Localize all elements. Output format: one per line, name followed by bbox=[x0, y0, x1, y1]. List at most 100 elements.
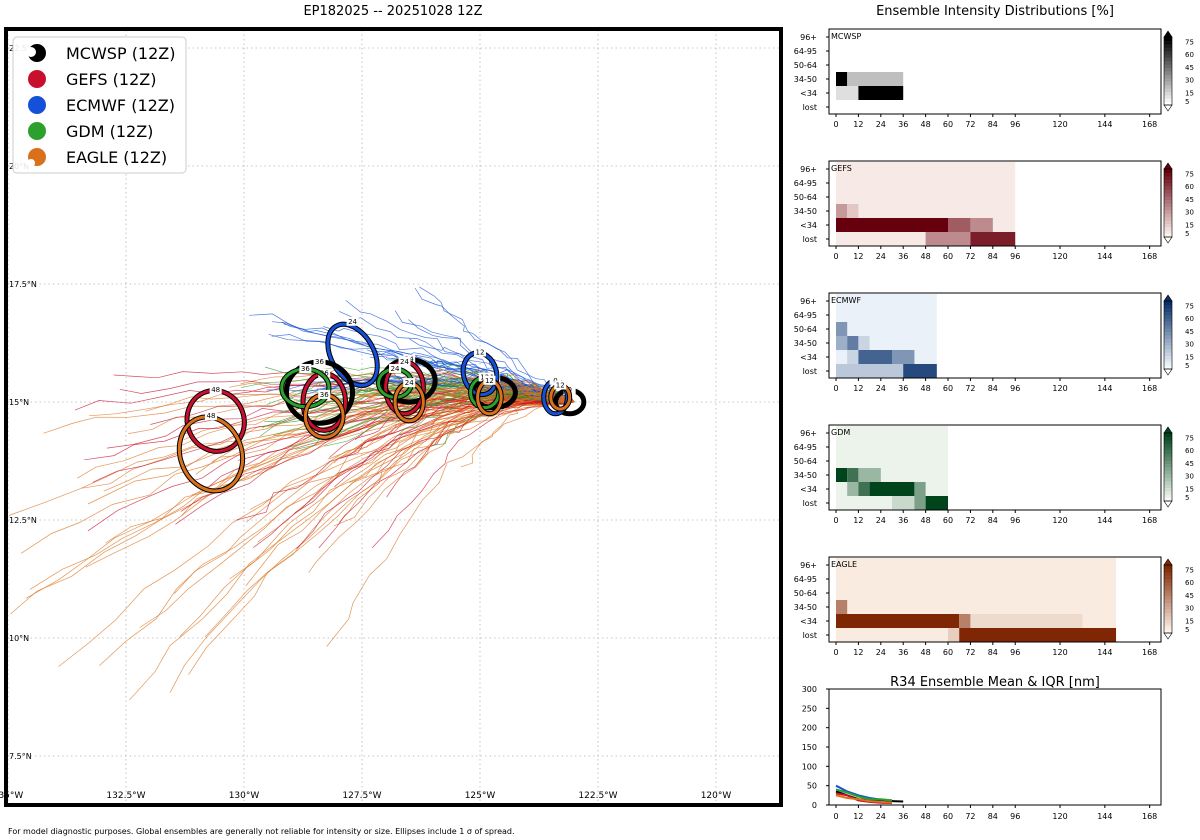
panel-frame bbox=[828, 424, 1162, 511]
colorbar-step bbox=[1164, 575, 1172, 580]
ensemble-track bbox=[414, 287, 575, 403]
panel-y-tick-label: 50-64 bbox=[794, 325, 817, 334]
colorbar-step bbox=[1164, 467, 1172, 471]
legend-item-ecmwf: ECMWF (12Z) bbox=[28, 96, 175, 115]
panel-y-tick-label: <34 bbox=[800, 221, 817, 230]
r34-series-eagle bbox=[835, 794, 893, 804]
map-lon-tick-label: 122.5°W bbox=[578, 791, 617, 801]
map-longitude-ticks: 135°W 132.5°W 130°W 127.5°W 125°W 122.5°W 120°… bbox=[0, 791, 731, 801]
panel-y-tick-label: <34 bbox=[800, 485, 817, 494]
colorbar-step bbox=[1164, 101, 1172, 106]
panel-x-tick-label: 96 bbox=[1010, 516, 1020, 525]
panel-x-tick-label: 120 bbox=[1052, 648, 1067, 657]
heatmap-cell bbox=[836, 600, 848, 614]
panel-x-tick-label: 24 bbox=[876, 648, 886, 657]
colorbar-max-arrow bbox=[1163, 558, 1173, 566]
panel-frame bbox=[828, 292, 1162, 379]
colorbar-step bbox=[1164, 490, 1172, 495]
colorbar-tick-label: 15 bbox=[1185, 353, 1194, 361]
colorbar-tick-label: 5 bbox=[1185, 230, 1189, 238]
panel-x-tick-label: 72 bbox=[965, 384, 975, 393]
ensemble-track bbox=[333, 396, 575, 464]
heatmap-cell bbox=[836, 86, 859, 100]
panel-x-tick-label: 84 bbox=[988, 120, 998, 129]
ensemble-track bbox=[294, 396, 575, 514]
ellipse-label-bg bbox=[209, 385, 222, 395]
colorbar-step bbox=[1164, 230, 1172, 235]
legend-marker-ecmwf bbox=[28, 96, 46, 114]
colorbar-frame bbox=[1163, 432, 1173, 502]
ellipse-label: 24 bbox=[405, 379, 414, 387]
colorbar-step bbox=[1164, 74, 1172, 79]
colorbar-step bbox=[1164, 592, 1172, 597]
panel-y-tick-label: 34-50 bbox=[794, 603, 817, 612]
panel-y-tick-label: 64-95 bbox=[794, 47, 817, 56]
panel-x-tick-label: 0 bbox=[833, 648, 838, 657]
colorbar-step bbox=[1164, 619, 1172, 624]
colorbar-frame bbox=[1163, 300, 1173, 370]
colorbar-step bbox=[1164, 226, 1172, 231]
colorbar-step bbox=[1164, 460, 1172, 465]
colorbar-step bbox=[1164, 182, 1172, 187]
panel-mcwsp: MCWSP 96+ 64-95 50-64 34-50 <34 lost 0 12 24 36 48 6… bbox=[794, 28, 1194, 129]
panel-x-tick-label: 36 bbox=[898, 120, 908, 129]
heatmap-cell bbox=[914, 496, 926, 510]
panel-y-tick-label: <34 bbox=[800, 353, 817, 362]
heatmap-cell bbox=[847, 482, 859, 496]
panel-y-tick-label: <34 bbox=[800, 617, 817, 626]
panel-x-tick-label: 72 bbox=[965, 252, 975, 261]
colorbar-step bbox=[1164, 307, 1172, 312]
map-lon-tick-label: 135°W bbox=[0, 791, 23, 801]
heatmap-cell bbox=[836, 218, 949, 232]
colorbar-step bbox=[1164, 314, 1172, 319]
colorbar-step bbox=[1164, 473, 1172, 478]
r34-x-tick-label: 120 bbox=[1052, 812, 1067, 821]
ellipse-label: 36 bbox=[320, 391, 329, 399]
heatmap-cell bbox=[869, 482, 915, 496]
heatmap-cell bbox=[858, 86, 904, 100]
map-lon-tick-label: 120°W bbox=[701, 791, 732, 801]
colorbar-tick-label: 75 bbox=[1185, 38, 1194, 46]
colorbar-step bbox=[1164, 612, 1172, 617]
colorbar-tick-label: 15 bbox=[1185, 89, 1194, 97]
colorbar-step bbox=[1164, 169, 1172, 173]
colorbar-tick-label: 30 bbox=[1185, 341, 1194, 349]
panel-x-tick-label: 168 bbox=[1142, 384, 1157, 393]
colorbar-step bbox=[1164, 348, 1172, 353]
colorbar-step bbox=[1164, 436, 1172, 441]
colorbar-step bbox=[1164, 186, 1172, 190]
heatmap-cell bbox=[948, 628, 960, 642]
colorbar-step bbox=[1164, 487, 1172, 492]
panel-model-label: GDM bbox=[831, 428, 850, 437]
colorbar-tick-label: 15 bbox=[1185, 485, 1194, 493]
colorbar-step bbox=[1164, 216, 1172, 221]
colorbar-step bbox=[1164, 629, 1172, 634]
colorbar-step bbox=[1164, 571, 1172, 576]
colorbar-step bbox=[1164, 335, 1172, 339]
colorbar-step bbox=[1164, 355, 1172, 360]
colorbar-step bbox=[1164, 616, 1172, 620]
colorbar-step bbox=[1164, 328, 1172, 333]
heatmap-cell bbox=[847, 336, 859, 350]
ensemble-track bbox=[10, 401, 575, 615]
colorbar-tick-label: 30 bbox=[1185, 77, 1194, 85]
legend-label-eagle: EAGLE (12Z) bbox=[66, 148, 167, 167]
colorbar-step bbox=[1164, 605, 1172, 610]
panel-x-tick-label: 12 bbox=[853, 384, 863, 393]
panel-x-tick-label: 0 bbox=[833, 516, 838, 525]
ellipse-label: 24 bbox=[391, 365, 400, 373]
colorbar-tick-label: 5 bbox=[1185, 98, 1189, 106]
r34-title: R34 Ensemble Mean & IQR [nm] bbox=[890, 675, 1100, 690]
colorbar-step bbox=[1164, 331, 1172, 336]
colorbar-tick-label: 45 bbox=[1185, 196, 1194, 204]
heatmap-cell bbox=[970, 614, 1083, 628]
legend-item-gefs: GEFS (12Z) bbox=[28, 70, 156, 89]
heatmap-cell bbox=[858, 468, 881, 482]
panel-frame bbox=[828, 28, 1162, 115]
colorbar-step bbox=[1164, 47, 1172, 52]
colorbar-step bbox=[1164, 192, 1172, 197]
colorbar-step bbox=[1164, 497, 1172, 502]
panel-model-label: EAGLE bbox=[831, 560, 857, 569]
map-lon-tick-label: 130°W bbox=[229, 791, 260, 801]
legend-marker-mcwsp-notch bbox=[26, 47, 36, 57]
